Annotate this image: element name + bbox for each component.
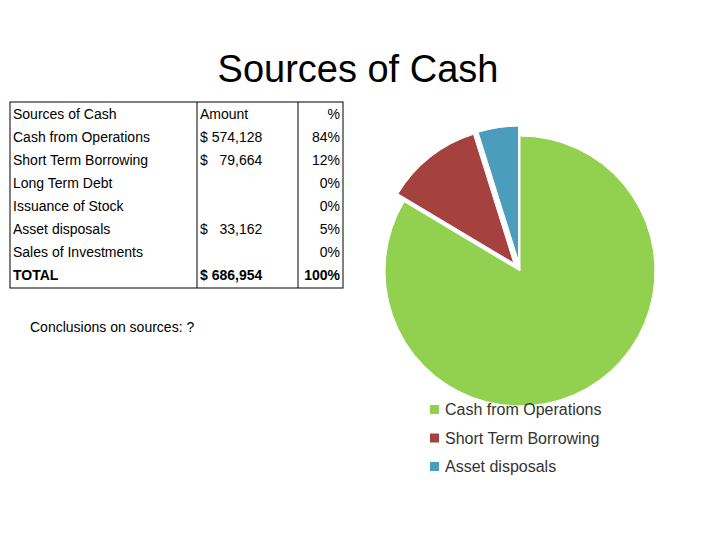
legend-swatch: [430, 434, 439, 443]
table-cell: 100%: [304, 267, 340, 283]
conclusions-note: Conclusions on sources: ?: [30, 319, 194, 335]
table-cell: %: [328, 106, 340, 122]
table-cell: Asset disposals: [13, 221, 110, 237]
table-cell: $ 686,954: [200, 267, 262, 283]
legend-label: Short Term Borrowing: [445, 430, 599, 447]
table-cell: 12%: [312, 152, 340, 168]
table-cell: 0%: [320, 175, 340, 191]
table-cell: 0%: [320, 198, 340, 214]
legend-label: Cash from Operations: [445, 401, 602, 418]
legend-swatch: [430, 405, 439, 414]
slide-title: Sources of Cash: [218, 48, 499, 90]
table-cell: $ 33,162: [200, 221, 262, 237]
table-cell: Amount: [200, 106, 248, 122]
table-cell: $ 79,664: [200, 152, 262, 168]
pie-slice: [478, 126, 518, 261]
table-divider: [197, 102, 198, 288]
table-cell: 0%: [320, 244, 340, 260]
table-divider: [298, 102, 299, 288]
table-border: [10, 102, 343, 288]
table-cell: Long Term Debt: [13, 175, 112, 191]
table-cell: Sources of Cash: [13, 106, 117, 122]
table-cell: $ 574,128: [200, 129, 262, 145]
table-cell: Sales of Investments: [13, 244, 143, 260]
table-cell: Cash from Operations: [13, 129, 150, 145]
legend-swatch: [430, 462, 439, 471]
table-cell: Short Term Borrowing: [13, 152, 148, 168]
slide: Sources of Cash Sources of Cash Amount% Cas…: [0, 0, 720, 540]
table-cell: 5%: [320, 221, 340, 237]
legend-label: Asset disposals: [445, 458, 556, 475]
table-cell: TOTAL: [13, 267, 59, 283]
table-cell: Issuance of Stock: [13, 198, 125, 214]
pie: [385, 126, 655, 406]
table-cell: 84%: [312, 129, 340, 145]
